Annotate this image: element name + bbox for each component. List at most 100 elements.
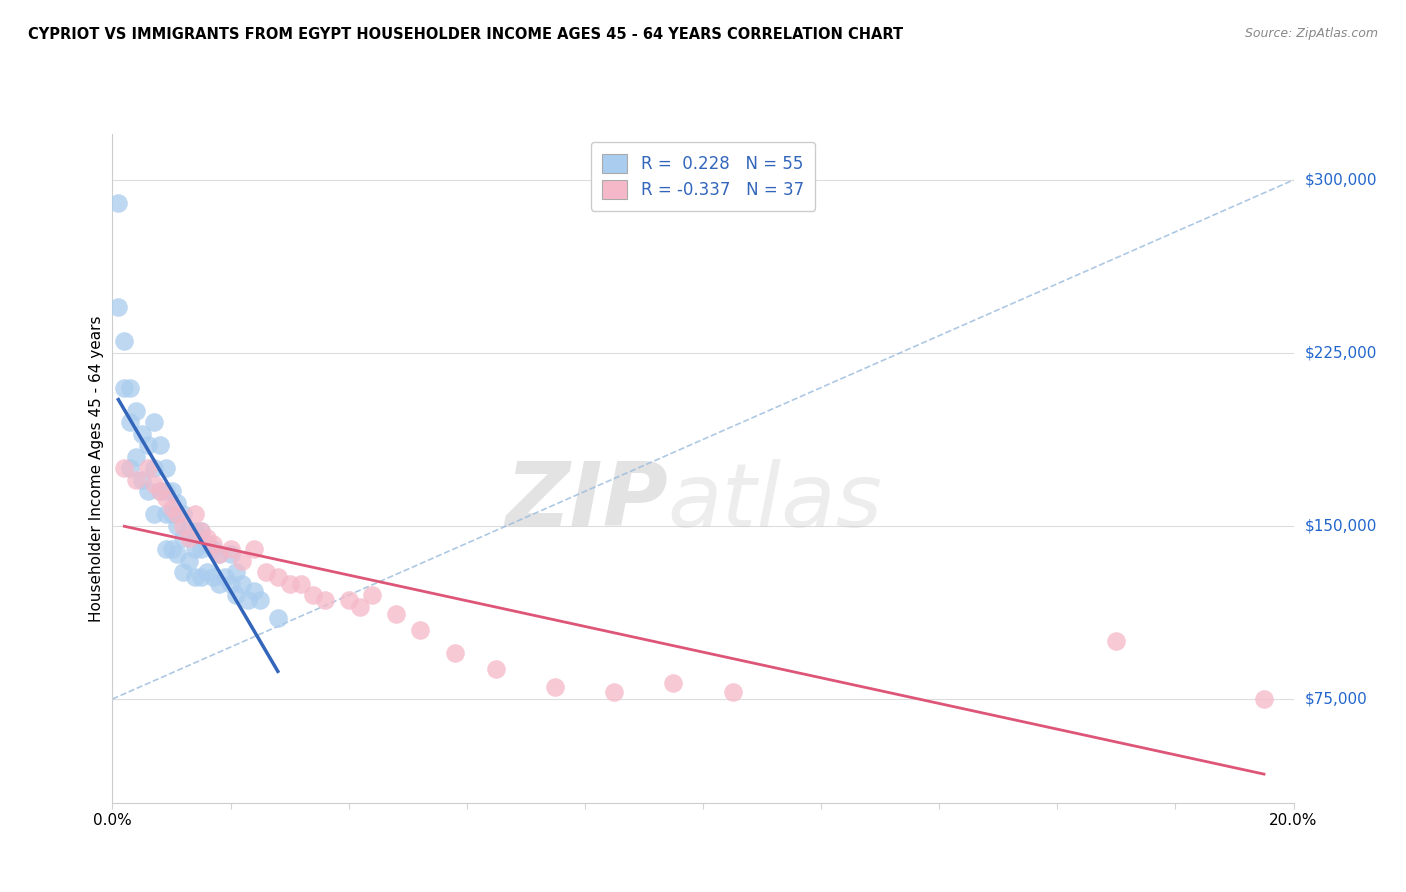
Point (155, 491, 177, 506)
Point (184, 524, 207, 538)
Point (201, 542, 224, 557)
Point (136, 461, 159, 475)
Point (208, 547, 231, 561)
Text: $300,000: $300,000 (1305, 172, 1376, 187)
Point (214, 570, 236, 584)
Point (125, 473, 148, 487)
Point (131, 426, 153, 441)
Point (208, 547, 231, 561)
Point (160, 484, 183, 499)
Point (155, 484, 177, 499)
Text: ZIP: ZIP (505, 458, 668, 545)
Point (314, 592, 336, 607)
Point (160, 508, 183, 522)
Point (131, 473, 153, 487)
Point (155, 461, 177, 475)
Point (231, 553, 253, 567)
Legend: R =  0.228   N = 55, R = -0.337   N = 37: R = 0.228 N = 55, R = -0.337 N = 37 (591, 142, 815, 211)
Point (179, 553, 201, 567)
Point (249, 592, 271, 607)
Point (190, 542, 212, 557)
Point (190, 524, 212, 538)
Point (349, 599, 371, 614)
Point (155, 508, 177, 522)
Point (225, 588, 247, 602)
Point (120, 380, 142, 394)
Point (408, 623, 430, 637)
Text: $75,000: $75,000 (1305, 691, 1368, 706)
Text: $150,000: $150,000 (1305, 518, 1376, 533)
Point (267, 570, 290, 584)
Point (142, 508, 165, 522)
Point (136, 484, 159, 499)
Point (243, 542, 266, 557)
Point (267, 611, 290, 625)
Point (603, 685, 626, 699)
Point (184, 542, 207, 557)
Point (302, 588, 325, 602)
Point (190, 524, 212, 538)
Text: CYPRIOT VS IMMIGRANTS FROM EGYPT HOUSEHOLDER INCOME AGES 45 - 64 YEARS CORRELATI: CYPRIOT VS IMMIGRANTS FROM EGYPT HOUSEHO… (28, 27, 903, 42)
Point (184, 570, 207, 584)
Text: Source: ZipAtlas.com: Source: ZipAtlas.com (1244, 27, 1378, 40)
Point (107, 300, 129, 314)
Point (278, 576, 301, 591)
Point (225, 565, 247, 579)
Point (195, 565, 218, 579)
Point (179, 531, 201, 545)
Point (166, 547, 188, 561)
Point (219, 542, 242, 557)
Point (136, 438, 159, 452)
Point (201, 537, 224, 551)
Point (544, 681, 567, 695)
Point (142, 477, 165, 491)
Point (112, 461, 135, 475)
Point (195, 537, 218, 551)
Point (1105, 634, 1128, 648)
Point (172, 508, 194, 522)
Point (219, 547, 242, 561)
Point (1253, 692, 1275, 706)
Point (195, 531, 218, 545)
Point (184, 508, 207, 522)
Point (160, 500, 183, 515)
Point (190, 570, 212, 584)
Point (112, 334, 135, 349)
Point (166, 508, 188, 522)
Point (142, 415, 165, 429)
Point (243, 583, 266, 598)
Point (142, 461, 165, 475)
Point (160, 542, 183, 557)
Point (125, 403, 148, 417)
Point (231, 576, 253, 591)
Point (444, 646, 467, 660)
Point (172, 531, 194, 545)
Point (219, 576, 242, 591)
Point (290, 576, 312, 591)
Y-axis label: Householder Income Ages 45 - 64 years: Householder Income Ages 45 - 64 years (89, 315, 104, 622)
Point (149, 438, 172, 452)
Text: atlas: atlas (668, 458, 883, 545)
Point (662, 676, 685, 690)
Point (149, 484, 172, 499)
Point (120, 415, 142, 429)
Point (208, 576, 231, 591)
Point (166, 519, 188, 533)
Point (254, 565, 277, 579)
Point (201, 570, 224, 584)
Point (125, 450, 148, 464)
Point (155, 542, 177, 557)
Point (120, 461, 142, 475)
Point (385, 607, 408, 621)
Point (238, 592, 260, 607)
Point (179, 524, 201, 538)
Point (172, 565, 194, 579)
Point (166, 496, 188, 510)
Point (172, 519, 194, 533)
Point (361, 588, 384, 602)
Point (721, 685, 744, 699)
Point (112, 380, 135, 394)
Point (485, 662, 508, 676)
Point (107, 196, 129, 211)
Point (149, 484, 172, 499)
